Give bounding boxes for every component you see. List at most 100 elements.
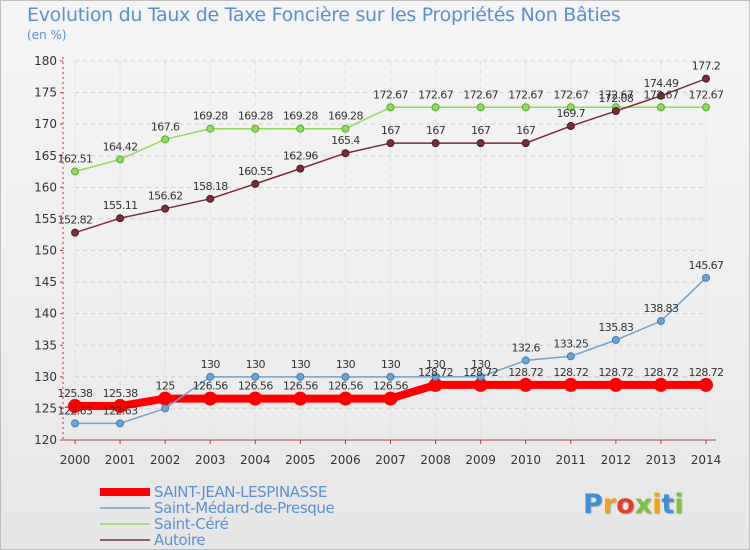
data-label: 156.62 [148,190,183,203]
legend-label: Autoire [154,531,206,549]
x-tick-label: 2011 [556,453,587,467]
data-point [296,164,305,173]
data-label: 155.11 [103,199,138,212]
data-label: 126.56 [328,380,363,393]
data-label: 169.28 [193,110,228,123]
data-point [158,391,173,406]
data-point [521,139,530,148]
x-tick-label: 2014 [691,453,722,467]
data-label: 169.7 [557,107,586,120]
data-label: 169.28 [283,110,318,123]
data-label: 165.4 [331,134,360,147]
logo-letter: x [634,489,653,520]
data-label: 158.18 [193,180,228,193]
data-label: 130 [246,358,266,371]
legend-swatch [100,507,150,509]
logo-letter: t [661,489,675,520]
data-label: 162.96 [283,150,318,163]
data-point [116,214,125,223]
data-label: 132.6 [511,341,540,354]
data-point [431,372,440,381]
data-label: 172.67 [553,88,588,101]
data-label: 172.67 [643,88,678,101]
data-label: 162.51 [58,152,93,165]
legend-item-autoire: Autoire [100,531,334,549]
y-tick-label: 140 [34,307,57,321]
x-tick-label: 2008 [420,453,451,467]
x-tick-label: 2009 [465,453,496,467]
data-label: 126.56 [193,380,228,393]
logo-letter: o [616,489,635,520]
data-label: 152.82 [58,214,93,227]
proxiti-logo: Proxiti [583,489,684,520]
data-label: 135.83 [598,321,633,334]
y-tick-label: 125 [34,401,57,415]
data-point [341,124,350,133]
data-label: 172.67 [373,88,408,101]
data-label: 130 [201,358,221,371]
data-point [699,377,713,392]
data-label: 128.72 [553,366,588,379]
data-label: 126.56 [238,380,273,393]
data-label: 177.2 [692,60,721,73]
data-point [161,204,170,213]
y-tick-label: 170 [34,117,57,131]
data-point [206,124,215,133]
legend-item-saint-cere: Saint-Céré [100,515,334,533]
chart-title: Evolution du Taux de Taxe Foncière sur l… [27,4,621,26]
data-point [296,124,305,133]
data-point [476,139,485,148]
data-point [566,122,575,131]
data-point [386,139,395,148]
data-point [656,103,665,112]
data-point [116,419,125,428]
data-point [702,74,710,83]
y-tick-label: 180 [34,54,57,68]
y-tick-label: 165 [34,149,57,163]
data-point [248,391,263,406]
legend: SAINT-JEAN-LESPINASSE Saint-Médard-de-Pr… [100,483,335,549]
data-label: 126.56 [373,380,408,393]
data-point [563,377,578,392]
data-label: 167 [381,124,401,137]
data-point [341,149,350,158]
legend-item-saint-jean-lespinasse: SAINT-JEAN-LESPINASSE [100,483,334,501]
data-point [71,228,79,237]
data-point [702,103,710,112]
logo-letter: i [652,489,662,520]
data-label: 130 [426,358,446,371]
y-tick-label: 130 [34,370,57,384]
data-label: 172.67 [463,88,498,101]
x-tick-label: 2002 [150,453,181,467]
legend-item-saint-medard-de-presque: Saint-Médard-de-Presque [100,499,335,517]
logo-letter: r [602,489,617,520]
x-tick-label: 2000 [60,453,91,467]
data-point [383,391,398,406]
data-label: 130 [291,358,311,371]
y-tick-label: 175 [34,86,57,100]
data-point [386,103,395,112]
data-label: 145.67 [689,259,724,272]
data-point [116,155,125,164]
data-point [656,317,665,326]
data-point [203,391,218,406]
data-label: 172.67 [418,88,453,101]
data-point [702,273,710,282]
data-point [566,352,575,361]
data-point [341,372,350,381]
data-label: 174.49 [643,77,678,90]
data-point [71,167,79,176]
data-point [251,372,260,381]
data-point [656,91,665,100]
data-point [206,194,215,203]
y-tick-label: 145 [34,275,57,289]
data-label: 128.72 [508,366,543,379]
y-tick-label: 135 [34,338,57,352]
data-label: 167 [516,124,536,137]
legend-swatch [100,488,150,496]
x-tick-label: 2007 [375,453,406,467]
data-label: 128.72 [689,366,724,379]
data-label: 128.72 [643,366,678,379]
data-point [293,391,308,406]
